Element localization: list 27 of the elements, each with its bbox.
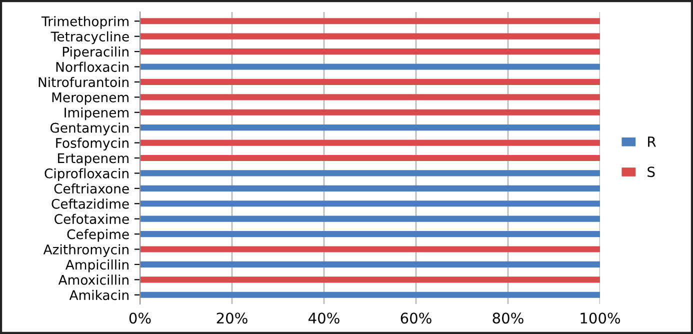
legend-label: S [648, 166, 655, 178]
y-tick-label: Ceftazidime [52, 198, 129, 209]
x-tick-label: 40% [308, 312, 340, 324]
y-tick-label: Ciprofloxacin [44, 168, 128, 181]
x-tick-label: 60% [400, 312, 432, 324]
y-tick-label: Fosfomycin [56, 138, 128, 151]
y-tick-label: Cefepime [67, 229, 129, 242]
y-tick-label: Meropenem [52, 92, 128, 105]
y-tick-label: Ceftriaxone [54, 183, 129, 194]
y-tick-label: Cefotaxime [54, 214, 129, 224]
y-tick-label: Tetracycline [50, 31, 129, 44]
y-tick-label: Piperacilin [62, 46, 128, 60]
x-tick-label: 20% [216, 312, 248, 324]
y-tick-label: Trimethoprim [41, 16, 128, 29]
x-tick-label: 0% [129, 312, 151, 324]
legend-label: R [648, 136, 656, 147]
y-tick-label: Nitrofurantoin [38, 76, 128, 88]
y-tick-label: Gentamycin [50, 122, 128, 136]
y-tick-label: Azithromycin [43, 244, 128, 258]
y-tick-label: Ampicillin [65, 259, 128, 272]
y-tick-label: Ertapenem [58, 153, 128, 166]
y-tick-label: Amoxicillin [58, 274, 128, 285]
x-tick-label: 80% [492, 312, 524, 324]
y-tick-label: Amikacin [69, 290, 128, 300]
y-tick-label: Imipenem [64, 107, 128, 120]
y-tick-label: Norfloxacin [56, 62, 128, 72]
x-tick-label: 100% [580, 312, 620, 324]
